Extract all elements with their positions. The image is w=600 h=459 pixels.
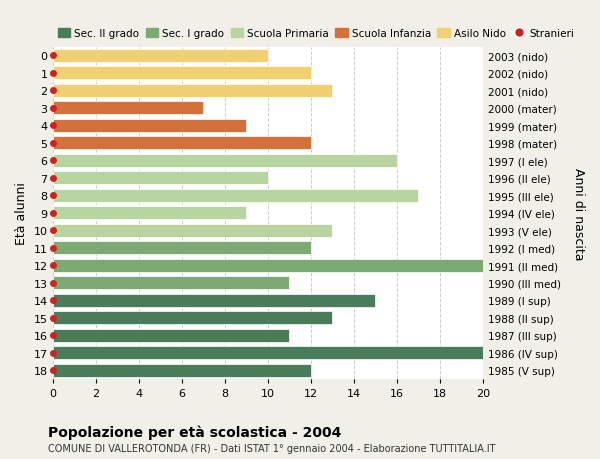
- Bar: [53, 50, 268, 63]
- Y-axis label: Anni di nascita: Anni di nascita: [572, 167, 585, 259]
- Bar: [53, 172, 268, 185]
- Legend: Sec. II grado, Sec. I grado, Scuola Primaria, Scuola Infanzia, Asilo Nido, Stran: Sec. II grado, Sec. I grado, Scuola Prim…: [58, 29, 574, 39]
- Bar: [53, 277, 289, 290]
- Bar: [53, 294, 376, 307]
- Bar: [53, 364, 311, 377]
- Bar: [53, 189, 418, 202]
- Bar: [53, 119, 246, 133]
- Bar: [53, 329, 289, 342]
- Text: COMUNE DI VALLEROTONDA (FR) - Dati ISTAT 1° gennaio 2004 - Elaborazione TUTTITAL: COMUNE DI VALLEROTONDA (FR) - Dati ISTAT…: [48, 443, 496, 453]
- Bar: [53, 259, 483, 272]
- Bar: [53, 242, 311, 255]
- Bar: [53, 224, 332, 237]
- Bar: [53, 102, 203, 115]
- Bar: [53, 154, 397, 168]
- Bar: [53, 137, 311, 150]
- Bar: [53, 312, 332, 325]
- Bar: [53, 84, 332, 98]
- Text: Popolazione per età scolastica - 2004: Popolazione per età scolastica - 2004: [48, 425, 341, 439]
- Bar: [53, 67, 311, 80]
- Bar: [53, 207, 246, 220]
- Bar: [53, 347, 483, 359]
- Y-axis label: Età alunni: Età alunni: [15, 182, 28, 245]
